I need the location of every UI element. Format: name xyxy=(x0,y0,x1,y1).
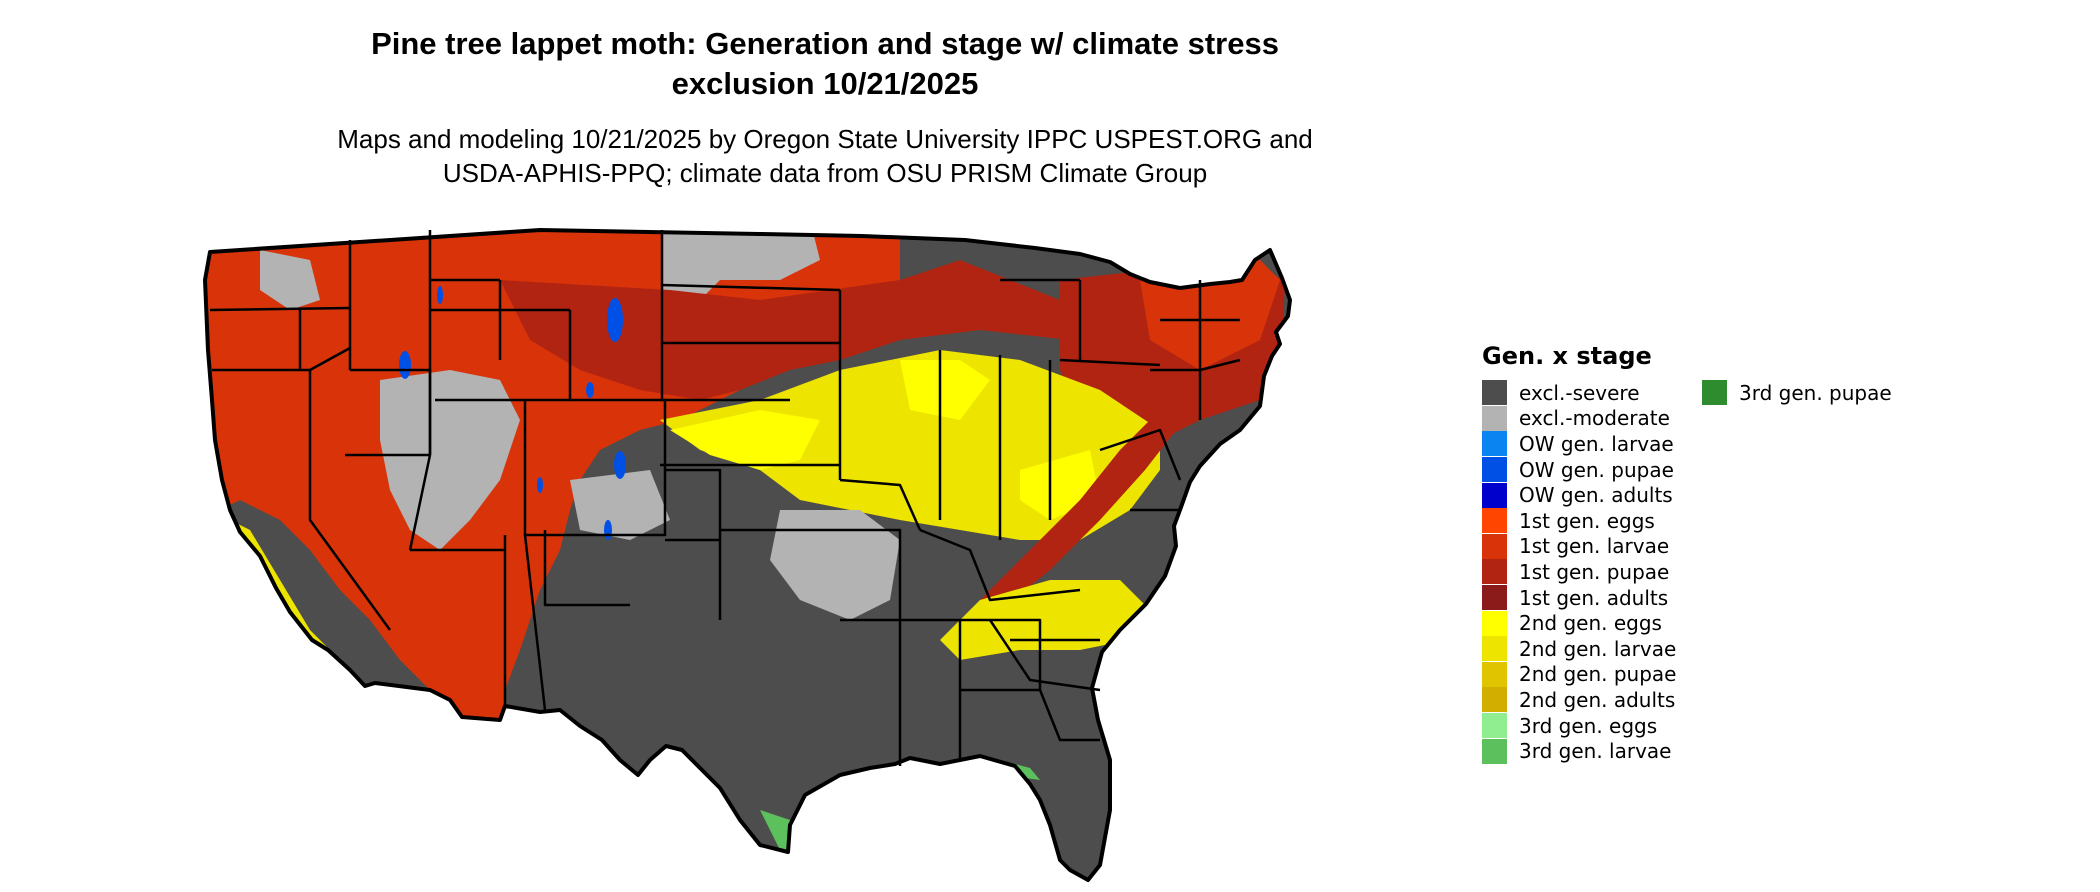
legend-item-ow-gen-adults: OW gen. adults xyxy=(1482,482,1676,508)
legend-swatch xyxy=(1482,713,1507,739)
legend-swatch xyxy=(1482,457,1507,483)
legend-swatch xyxy=(1482,405,1507,431)
legend-label: 2nd gen. larvae xyxy=(1519,636,1677,661)
state-line xyxy=(1099,428,1182,512)
state-line xyxy=(503,398,667,705)
legend-swatch xyxy=(1482,431,1507,457)
legend-label: OW gen. larvae xyxy=(1519,431,1674,456)
ow-gen-pupae-patch-6 xyxy=(604,520,612,540)
legend-swatch xyxy=(1482,482,1507,508)
map-subtitle-line-2: USDA-APHIS-PPQ; climate data from OSU PR… xyxy=(442,158,1208,188)
state-line xyxy=(1150,280,1241,420)
legend-swatch xyxy=(1482,738,1507,764)
legend-label: excl.-severe xyxy=(1519,380,1640,405)
legend-swatch xyxy=(1482,661,1507,687)
legend-label: 1st gen. adults xyxy=(1519,585,1669,610)
state-line xyxy=(665,468,840,620)
state-line xyxy=(960,618,1101,692)
region-excl-moderate-midplains xyxy=(570,470,900,620)
legend-swatch xyxy=(1482,380,1507,406)
region-1st-gen-pupae-belt xyxy=(500,260,1070,400)
map-title-line-1: Pine tree lappet moth: Generation and st… xyxy=(371,26,1279,61)
legend-item-3rd-gen-pupae: 3rd gen. pupae xyxy=(1702,380,1892,406)
state-line xyxy=(543,530,720,607)
legend-item-1st-gen-adults: 1st gen. adults xyxy=(1482,585,1676,611)
legend-label: 2nd gen. eggs xyxy=(1519,611,1662,636)
state-line xyxy=(298,240,392,631)
legend-item-1st-gen-eggs: 1st gen. eggs xyxy=(1482,508,1676,534)
legend-item-excl-severe: excl.-severe xyxy=(1482,380,1676,406)
state-line xyxy=(1000,278,1161,367)
map-subtitle: Maps and modeling 10/21/2025 by Oregon S… xyxy=(250,122,1400,190)
region-2nd-gen-eggs-central xyxy=(670,360,1100,520)
state-lines xyxy=(209,230,1241,766)
legend-swatch xyxy=(1482,508,1507,534)
legend-swatch xyxy=(1702,380,1727,406)
region-excl-moderate-northplains xyxy=(662,230,820,300)
state-line xyxy=(839,478,922,620)
legend-item-1st-gen-larvae: 1st gen. larvae xyxy=(1482,533,1676,560)
legend-label: 2nd gen. pupae xyxy=(1519,662,1677,687)
legend-item-2nd-gen-adults: 2nd gen. adults xyxy=(1482,687,1676,713)
legend-item-2nd-gen-larvae: 2nd gen. larvae xyxy=(1482,636,1676,662)
legend-label: 1st gen. larvae xyxy=(1519,534,1670,559)
map-title-line-2: exclusion 10/21/2025 xyxy=(671,66,979,101)
legend-label: OW gen. pupae xyxy=(1519,457,1674,482)
legend-swatch xyxy=(1482,687,1507,713)
legend-label: 2nd gen. adults xyxy=(1519,687,1676,712)
legend-label: 1st gen. pupae xyxy=(1519,559,1670,584)
legend-swatch xyxy=(1482,585,1507,611)
region-appalachian-1st-gen xyxy=(980,410,1180,610)
legend-item-ow-gen-larvae: OW gen. larvae xyxy=(1482,431,1676,457)
us-generation-stage-map xyxy=(203,228,1292,882)
legend-column-2: 3rd gen. pupae xyxy=(1702,380,1892,406)
state-line xyxy=(660,290,842,480)
ow-gen-pupae-patch-5 xyxy=(614,451,626,479)
legend-swatch xyxy=(1482,636,1507,662)
us-outline xyxy=(203,228,1292,882)
state-line xyxy=(919,528,1081,602)
state-boundaries xyxy=(203,228,1292,882)
ow-gen-pupae-patch-1 xyxy=(399,351,411,379)
legend-label: excl.-moderate xyxy=(1519,406,1670,431)
legend-title: Gen. x stage xyxy=(1482,342,1652,370)
state-line xyxy=(938,350,1052,540)
legend-item-2nd-gen-pupae: 2nd gen. pupae xyxy=(1482,661,1677,688)
legend-label: OW gen. adults xyxy=(1519,483,1673,508)
legend-column-1: excl.-severe excl.-moderate OW gen. larv… xyxy=(1482,380,1676,764)
state-line xyxy=(428,230,502,455)
legend-item-2nd-gen-eggs: 2nd gen. eggs xyxy=(1482,610,1676,636)
region-ow-gen-pupae-rockies xyxy=(399,286,626,540)
legend-label: 3rd gen. pupae xyxy=(1739,380,1892,405)
legend-item-3rd-gen-larvae: 3rd gen. larvae xyxy=(1482,738,1676,764)
ow-gen-pupae-patch-4 xyxy=(586,382,594,398)
ow-gen-pupae-patch-2 xyxy=(437,286,443,304)
legend-label: 3rd gen. eggs xyxy=(1519,713,1658,738)
legend-label: 3rd gen. larvae xyxy=(1519,739,1672,764)
state-line xyxy=(960,638,1100,742)
legend-swatch xyxy=(1482,533,1507,559)
legend-item-1st-gen-pupae: 1st gen. pupae xyxy=(1482,559,1676,585)
legend-item-3rd-gen-eggs: 3rd gen. eggs xyxy=(1482,713,1676,739)
legend-item-ow-gen-pupae: OW gen. pupae xyxy=(1482,457,1676,483)
ow-gen-pupae-patch-7 xyxy=(537,477,543,493)
legend-swatch xyxy=(1482,559,1507,585)
ow-gen-pupae-patch-3 xyxy=(607,298,623,342)
map-title: Pine tree lappet moth: Generation and st… xyxy=(250,24,1400,104)
region-excl-moderate-interior-west xyxy=(380,370,520,550)
state-line xyxy=(410,534,547,711)
map-subtitle-line-1: Maps and modeling 10/21/2025 by Oregon S… xyxy=(337,124,1313,154)
legend-label: 1st gen. eggs xyxy=(1519,508,1655,533)
state-line xyxy=(660,230,841,400)
legend-item-excl-moderate: excl.-moderate xyxy=(1482,405,1676,432)
legend-swatch xyxy=(1482,610,1507,636)
region-excl-moderate-idaho xyxy=(260,250,320,310)
